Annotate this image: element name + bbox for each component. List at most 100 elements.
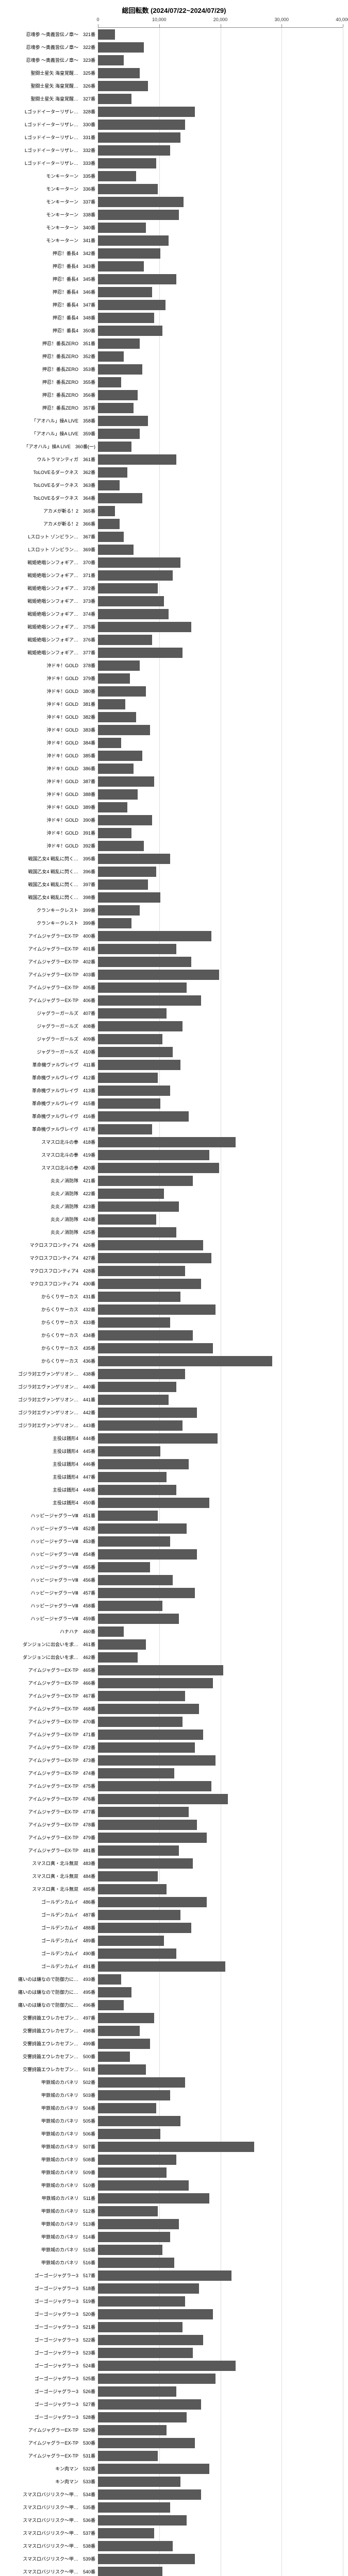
chart-row: アイムジャグラーEX-TP 530番 [5,2436,343,2449]
row-label: スマスロ北斗の拳 419番 [5,1151,98,1158]
chart-row: スマスロバジリスク～甲… 537番 [5,2527,343,2539]
chart-row: 沖ドキ！GOLD 384番 [5,736,343,749]
row-label: 「アオハル」操A LIVE 358番 [5,417,98,424]
chart-row: 聖闘士星矢 海皇覚醒… 325番 [5,66,343,79]
bar [98,570,173,581]
bar [98,1794,228,1804]
bar [98,261,144,272]
row-label: ゴーゴージャグラー3 523番 [5,2349,98,2356]
bar [98,493,142,503]
chart-row: 交響詩篇エウレカセブン… 501番 [5,2063,343,2076]
row-label: 戦国乙女4 戦乱に閃く… 397番 [5,881,98,888]
bar [98,364,142,375]
row-label: 「アオハル」操A LIVE 359番 [5,430,98,437]
chart-row: 主役は銭形4 448番 [5,1483,343,1496]
row-label: Lゴッドイーターリザレ… 330番 [5,121,98,128]
row-label: アイムジャグラーEX-TP 472番 [5,1744,98,1751]
chart-row: 甲鉄城のカバネリ 507番 [5,2140,343,2153]
chart-row: アイムジャグラーEX-TP 481番 [5,1844,343,1857]
row-label: 押忍！番長ZERO 357番 [5,404,98,411]
row-label: 忍魂参 ～奥義皆伝ノ章～ 322番 [5,44,98,50]
chart-row: スマスロバジリスク～甲… 535番 [5,2501,343,2514]
row-label: 痛いのは嫌なので防御力に… 495番 [5,1989,98,1995]
chart-row: キン肉マン 532番 [5,2462,343,2475]
row-label: ゴールデンカムイ 486番 [5,1899,98,1905]
bar [98,1266,185,1276]
chart-row: 痛いのは嫌なので防御力に… 493番 [5,1973,343,1986]
row-label: 革命機ヴァルヴレイヴ 415番 [5,1100,98,1107]
chart-row: 戦姫絶唱シンフォギア… 376番 [5,633,343,646]
row-label: アイムジャグラーEX-TP 400番 [5,933,98,939]
bar [98,1575,173,1585]
chart-row: 革命機ヴァルヴレイヴ 416番 [5,1110,343,1123]
bar [98,751,142,761]
chart-row: 炎炎ノ消防隊 421番 [5,1174,343,1187]
chart-row: 押忍！番長ZERO 352番 [5,350,343,363]
row-label: Lスロット ゾンビラン… 369番 [5,546,98,553]
chart-row: アイムジャグラーEX-TP 531番 [5,2449,343,2462]
row-label: 押忍！番長ZERO 356番 [5,392,98,398]
row-label: マクロスフロンティア4 426番 [5,1242,98,1248]
row-label: ウルトラマンティガ 361番 [5,456,98,463]
row-label: ゴールデンカムイ 487番 [5,1911,98,1918]
bar [98,1742,195,1753]
bar [98,287,152,297]
chart-row: ゴーゴージャグラー3 519番 [5,2295,343,2308]
bar [98,1008,167,1019]
bar [98,2103,156,2113]
chart-row: 甲鉄城のカバネリ 506番 [5,2127,343,2140]
bar [98,1987,131,1997]
bar [98,1485,176,1495]
bar [98,1871,158,1882]
bar [98,1974,121,1985]
row-label: 聖闘士星矢 海皇覚醒… 326番 [5,82,98,89]
chart-row: ゴジラ対エヴァンゲリオン… 443番 [5,1419,343,1432]
row-label: アイムジャグラーEX-TP 402番 [5,958,98,965]
bar [98,1511,158,1521]
bar [98,248,160,259]
row-label: スマスロバジリスク～甲… 535番 [5,2504,98,2511]
bar [98,2013,154,2023]
row-label: 交響詩篇エウレカセブン… 498番 [5,2027,98,2034]
row-label: 戦姫絶唱シンフォギア… 373番 [5,598,98,604]
chart-row: ToLOVEるダークネス 362番 [5,466,343,479]
chart-row: 革命機ヴァルヴレイヴ 411番 [5,1058,343,1071]
row-label: 炎炎ノ消防隊 424番 [5,1216,98,1223]
row-label: 甲鉄城のカバネリ 509番 [5,2169,98,2176]
row-label: 甲鉄城のカバネリ 503番 [5,2092,98,2098]
chart-row: 沖ドキ！GOLD 382番 [5,710,343,723]
chart-row: 押忍！番長ZERO 357番 [5,401,343,414]
bar [98,274,176,284]
chart-row: 沖ドキ！GOLD 391番 [5,826,343,839]
row-label: キン肉マン 532番 [5,2465,98,2472]
chart-row: 交響詩篇エウレカセブン… 498番 [5,2024,343,2037]
chart-row: 沖ドキ！GOLD 383番 [5,723,343,736]
chart-row: 炎炎ノ消防隊 423番 [5,1200,343,1213]
chart-row: 革命機ヴァルヴレイヴ 417番 [5,1123,343,1136]
row-label: アイムジャグラーEX-TP 471番 [5,1731,98,1738]
bar [98,2374,216,2384]
bar [98,416,148,426]
bar [98,81,148,91]
bar [98,2309,213,2319]
bar [98,300,165,310]
chart-row: アイムジャグラーEX-TP 472番 [5,1741,343,1754]
chart-row: スマスロバジリスク～甲… 538番 [5,2539,343,2552]
bar [98,68,140,78]
bar [98,1034,162,1044]
bar [98,2142,254,2152]
chart-row: 交響詩篇エウレカセブン… 500番 [5,2050,343,2063]
x-tick-label: 20,000 [213,17,228,22]
row-label: ジャグラーガールズ 409番 [5,1036,98,1042]
chart-row: ハッピージャグラーVⅢ 458番 [5,1599,343,1612]
chart-row: アイムジャグラーEX-TP 470番 [5,1715,343,1728]
chart-row: Lゴッドイーターリザレ… 332番 [5,144,343,157]
row-label: ハッピージャグラーVⅢ 454番 [5,1551,98,1557]
chart-row: ゴーゴージャグラー3 518番 [5,2282,343,2295]
chart-row: 「アオハル」操A LIVE 359番 [5,427,343,440]
bar [98,1369,185,1379]
bar [98,2283,199,2294]
bar [98,2090,170,2100]
row-label: ハッピージャグラーVⅢ 458番 [5,1602,98,1609]
row-label: アイムジャグラーEX-TP 405番 [5,984,98,991]
